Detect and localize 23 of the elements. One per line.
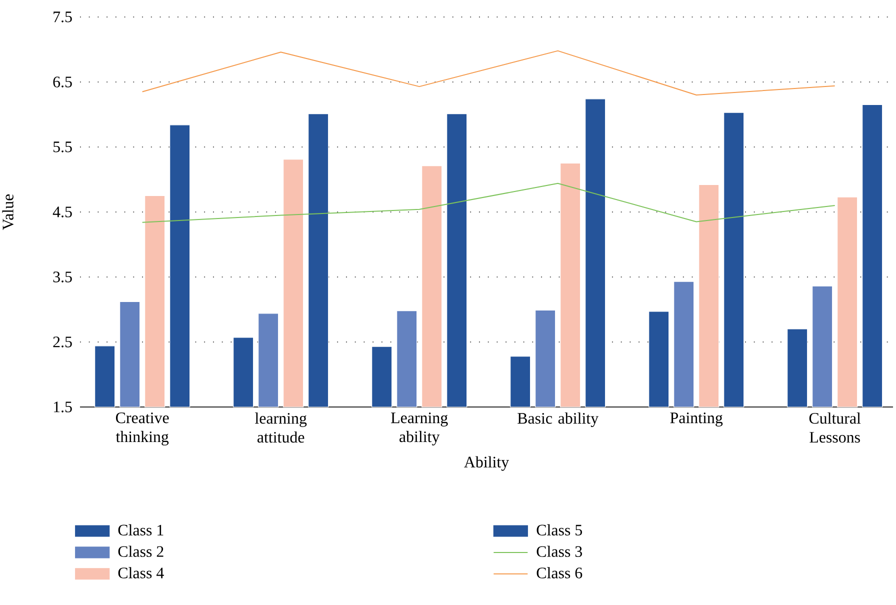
x-tick-label: Creative thinking — [116, 412, 169, 446]
y-tick-label: 1.5 — [54, 402, 72, 412]
legend-label: Class 4 — [118, 567, 164, 578]
y-tick-label: 2.5 — [53, 336, 72, 348]
legend-label: Class 2 — [118, 546, 164, 557]
y-tick-label: 6.5 — [53, 76, 72, 88]
legend-label: Class 1 — [118, 524, 164, 536]
x-tick-label: Painting — [670, 412, 723, 427]
legend-label: Class 3 — [536, 546, 582, 557]
x-tick-label: Learning ability — [391, 412, 448, 446]
legend-label: Class 5 — [536, 524, 582, 536]
y-axis-title: Value — [2, 194, 14, 230]
y-tick-label: 7.5 — [54, 12, 72, 22]
x-axis-title: Ability — [464, 456, 510, 471]
x-tick-label: learning attitude — [255, 412, 307, 443]
x-tick-label: Basic ability — [518, 412, 599, 428]
y-tick-label: 5.5 — [53, 142, 72, 152]
y-tick-label: 3.5 — [53, 272, 72, 282]
line-series — [142, 182, 836, 223]
line-series — [142, 50, 836, 96]
x-tick-label: Cultural Lessons — [809, 412, 861, 443]
y-tick-label: 4.5 — [52, 206, 72, 218]
legend-label: Class 6 — [536, 567, 582, 578]
